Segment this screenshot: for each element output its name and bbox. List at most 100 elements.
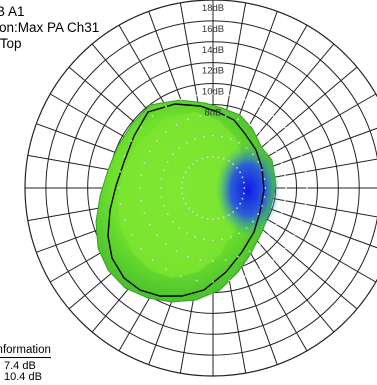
- sample-dot: [280, 162, 283, 164]
- sample-dot: [241, 176, 244, 179]
- sample-dot: [181, 192, 184, 195]
- sample-dot: [284, 247, 286, 250]
- sample-dot: [212, 218, 214, 221]
- sample-dot: [151, 115, 154, 117]
- sample-dot: [179, 98, 182, 101]
- sample-dot: [165, 105, 167, 108]
- sample-dot: [224, 115, 227, 117]
- sample-dot: [182, 197, 185, 200]
- sample-dot: [163, 169, 165, 172]
- sample-dot: [245, 227, 248, 229]
- sample-dot: [140, 174, 142, 177]
- sample-dot: [138, 187, 141, 189]
- sample-dot: [232, 163, 235, 165]
- sample-dot: [185, 141, 188, 144]
- sample-dot: [280, 212, 283, 214]
- sample-dot: [222, 157, 225, 160]
- sample-dot: [284, 174, 286, 177]
- sample-dot: [228, 279, 231, 282]
- header-line-3: :Top: [0, 36, 22, 51]
- heat-max-region: [216, 144, 280, 236]
- sample-dot: [263, 178, 266, 180]
- sample-dot: [232, 211, 235, 213]
- sample-dot: [268, 234, 270, 236]
- sample-dot: [166, 213, 169, 216]
- sample-dot: [306, 187, 308, 189]
- sample-dot: [123, 219, 126, 222]
- sample-dot: [187, 255, 189, 258]
- info-value-2: 10.4 dB: [4, 371, 42, 383]
- sample-dot: [140, 126, 142, 129]
- heatmap-area: [95, 99, 280, 303]
- sample-dot: [175, 123, 178, 126]
- sample-dot: [221, 238, 223, 241]
- sample-dot: [237, 255, 239, 258]
- sample-dot: [156, 140, 158, 142]
- radial-tick-labels: 18dB 16dB 14dB 12dB 10dB 8dB: [202, 3, 224, 118]
- radial-tick-label: 8dB: [205, 107, 222, 118]
- sample-dot: [261, 204, 263, 207]
- radial-tick-label: 16dB: [202, 24, 224, 35]
- sample-dot: [217, 156, 220, 159]
- sample-dot: [242, 181, 245, 184]
- sample-dot: [181, 181, 184, 184]
- sample-dot: [212, 281, 214, 283]
- sample-dot: [268, 140, 270, 142]
- sample-dot: [119, 203, 122, 206]
- sample-dot: [148, 150, 151, 153]
- sample-dot: [203, 135, 205, 138]
- sample-dot: [259, 105, 261, 108]
- sample-dot: [165, 131, 167, 133]
- sample-dot: [212, 155, 214, 158]
- sample-dot: [123, 154, 126, 157]
- sample-dot: [229, 236, 232, 238]
- sample-dot: [196, 214, 199, 217]
- sample-dot: [304, 170, 307, 173]
- sample-dot: [272, 259, 275, 261]
- sample-dot: [172, 220, 174, 223]
- sample-dot: [194, 236, 197, 238]
- sample-dot: [151, 259, 154, 261]
- sample-dot: [239, 171, 242, 174]
- sample-dot: [156, 234, 158, 236]
- sample-dot: [191, 211, 194, 213]
- sample-dot: [130, 140, 133, 142]
- sample-dot: [227, 214, 230, 217]
- sample-dot: [245, 147, 248, 149]
- sample-dot: [236, 166, 238, 169]
- sample-dot: [293, 140, 296, 142]
- sample-dot: [221, 135, 223, 138]
- sample-dot: [184, 202, 187, 205]
- header-line-2: ion:Max PA Ch31: [0, 20, 100, 35]
- sample-dot: [284, 126, 286, 129]
- sample-dot: [217, 217, 220, 220]
- sample-dot: [259, 131, 261, 133]
- sample-dot: [244, 98, 247, 101]
- sample-dot: [241, 197, 244, 200]
- sample-dot: [178, 227, 181, 229]
- header-line-1: B A1: [0, 4, 25, 19]
- sample-dot: [166, 160, 169, 163]
- sample-dot: [165, 268, 167, 271]
- sample-dot: [263, 196, 266, 198]
- sample-dot: [224, 259, 227, 261]
- sample-dot: [236, 207, 238, 210]
- sample-dot: [199, 259, 202, 261]
- sample-dot: [206, 156, 209, 159]
- info-title: information: [0, 344, 51, 358]
- sample-dot: [252, 220, 254, 223]
- radial-tick-label: 14dB: [202, 45, 224, 56]
- sample-dot: [182, 176, 185, 179]
- sample-dot: [163, 204, 165, 207]
- sample-dot: [195, 94, 198, 97]
- sample-dot: [248, 250, 251, 253]
- sample-dot: [244, 275, 247, 278]
- sample-dot: [195, 279, 198, 282]
- sample-points: [118, 93, 308, 283]
- sample-dot: [140, 199, 142, 202]
- radial-tick-label: 12dB: [202, 66, 224, 77]
- sample-dot: [179, 275, 182, 278]
- sample-dot: [140, 247, 142, 250]
- sample-dot: [239, 202, 242, 205]
